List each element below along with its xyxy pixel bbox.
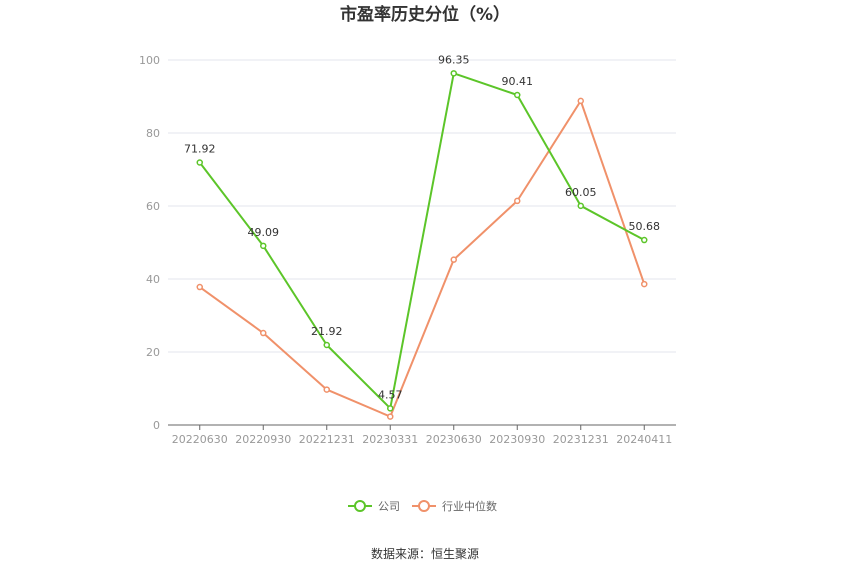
data-point (387, 413, 394, 420)
x-tick-label: 20230930 (489, 433, 545, 446)
y-tick-label: 20 (146, 346, 160, 359)
data-label: 71.92 (184, 142, 216, 155)
y-tick-label: 40 (146, 273, 160, 286)
data-point (260, 242, 267, 250)
x-axis: 20220630 20220930 20221231 20230331 20230630… (168, 424, 676, 446)
chart-title: 市盈率历史分位（%） (340, 4, 510, 25)
legend-marker (354, 500, 366, 512)
legend-marker (418, 500, 430, 512)
series-line (198, 72, 645, 410)
x-tick-label: 20221231 (299, 433, 355, 446)
data-labels: 71.92 49.09 21.92 4.57 96.35 90.41 60.05 50.68 (184, 53, 660, 401)
data-label: 21.92 (311, 325, 343, 338)
gridlines (168, 59, 676, 353)
y-tick-label: 100 (139, 54, 160, 67)
data-point (577, 202, 584, 210)
x-tick-label: 20230630 (426, 433, 482, 446)
data-point (323, 386, 330, 393)
data-label: 49.09 (248, 226, 280, 239)
data-point (196, 159, 203, 166)
legend-item: 行业中位数 (412, 499, 497, 513)
y-tick-label: 60 (146, 200, 160, 213)
legend-item: 公司 (348, 500, 400, 513)
legend: 公司 行业中位数 (348, 499, 497, 513)
x-tick-label: 20230331 (362, 433, 418, 446)
series-points (196, 70, 648, 420)
data-label: 96.35 (438, 53, 470, 66)
source-note: 数据来源：恒生聚源 (371, 546, 479, 561)
data-point (260, 329, 267, 337)
data-label: 4.57 (378, 388, 403, 401)
data-point (514, 197, 521, 205)
data-point (514, 91, 521, 99)
data-label: 60.05 (565, 186, 597, 199)
data-point (323, 341, 330, 349)
x-tick-label: 20220630 (172, 433, 228, 446)
data-point (450, 70, 457, 77)
y-tick-label: 0 (153, 419, 160, 432)
legend-label: 行业中位数 (442, 499, 497, 513)
x-tick-label: 20240411 (616, 433, 672, 446)
legend-label: 公司 (378, 500, 400, 513)
data-label: 90.41 (502, 75, 534, 88)
data-label: 50.68 (629, 220, 661, 233)
y-tick-label: 80 (146, 127, 160, 140)
x-tick-label: 20231231 (553, 433, 609, 446)
series-line (199, 99, 646, 418)
data-point (641, 280, 648, 288)
data-point (641, 236, 648, 244)
data-point (450, 256, 457, 263)
series-lines (198, 72, 646, 418)
data-point (387, 405, 394, 412)
data-point (196, 283, 203, 291)
y-axis: 0 20 40 60 80 100 (139, 54, 160, 432)
x-tick-label: 20220930 (235, 433, 291, 446)
data-point (577, 97, 584, 105)
